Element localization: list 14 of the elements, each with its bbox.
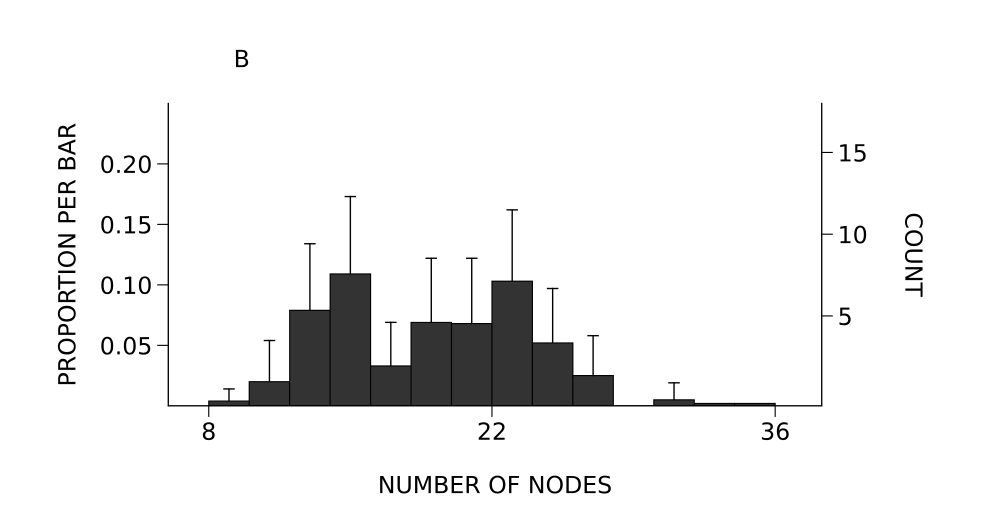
y-axis-title: PROPORTION PER BAR — [58, 123, 76, 384]
y2-tick-label: 10 — [840, 226, 866, 244]
chart-title: B — [236, 50, 248, 68]
y-tick-label: 0.20 — [101, 155, 151, 174]
y2-tick-label: 5 — [839, 308, 851, 326]
y-tick-label: 0.10 — [101, 276, 151, 294]
x-tick-label: 36 — [762, 422, 789, 440]
y2-tick-label: 15 — [840, 144, 866, 162]
x-axis-title: NUMBER OF NODES — [380, 476, 611, 494]
y2-axis-title: COUNT — [904, 214, 923, 297]
y-tick-label: 0.15 — [101, 216, 150, 234]
y-tick-label: 0.05 — [101, 336, 150, 355]
x-tick-label: 22 — [478, 422, 505, 440]
x-tick-label: 8 — [202, 422, 215, 440]
